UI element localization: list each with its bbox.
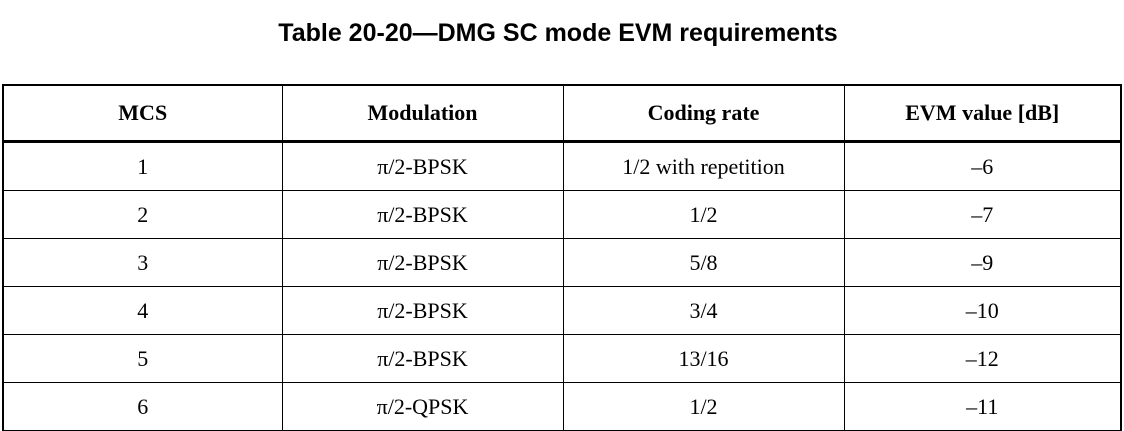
cell-modulation: π/2-BPSK: [281, 190, 564, 239]
table-row: 5 π/2-BPSK 13/16 –12: [2, 334, 1122, 383]
cell-modulation: π/2-BPSK: [281, 238, 564, 287]
cell-coding-rate: 1/2 with repetition: [562, 141, 845, 191]
cell-mcs: 3: [2, 238, 283, 287]
cell-modulation: π/2-BPSK: [281, 334, 564, 383]
cell-coding-rate: 5/8: [562, 238, 845, 287]
cell-coding-rate: 1/2: [562, 190, 845, 239]
header-coding-rate: Coding rate: [562, 84, 845, 143]
header-evm-value: EVM value [dB]: [843, 84, 1122, 143]
table-row: 1 π/2-BPSK 1/2 with repetition –6: [2, 141, 1122, 191]
cell-evm-value: –9: [843, 238, 1122, 287]
cell-evm-value: –11: [843, 382, 1122, 431]
table-row: 4 π/2-BPSK 3/4 –10: [2, 286, 1122, 335]
cell-modulation: π/2-QPSK: [281, 382, 564, 431]
cell-mcs: 4: [2, 286, 283, 335]
cell-evm-value: –6: [843, 141, 1122, 191]
cell-modulation: π/2-BPSK: [281, 141, 564, 191]
table-row: 2 π/2-BPSK 1/2 –7: [2, 190, 1122, 239]
cell-modulation: π/2-BPSK: [281, 286, 564, 335]
cell-coding-rate: 1/2: [562, 382, 845, 431]
cell-mcs: 6: [2, 382, 283, 431]
header-modulation: Modulation: [281, 84, 564, 143]
cell-coding-rate: 3/4: [562, 286, 845, 335]
cell-coding-rate: 13/16: [562, 334, 845, 383]
header-mcs: MCS: [2, 84, 283, 143]
table-row: 3 π/2-BPSK 5/8 –9: [2, 238, 1122, 287]
cell-evm-value: –10: [843, 286, 1122, 335]
table-caption: Table 20-20—DMG SC mode EVM requirements: [278, 19, 838, 47]
table-header-row: MCS Modulation Coding rate EVM value [dB…: [2, 84, 1122, 143]
cell-mcs: 1: [2, 141, 283, 191]
cell-mcs: 2: [2, 190, 283, 239]
cell-evm-value: –7: [843, 190, 1122, 239]
table-row: 6 π/2-QPSK 1/2 –11: [2, 382, 1122, 431]
evm-requirements-table: MCS Modulation Coding rate EVM value [dB…: [2, 84, 1122, 431]
cell-mcs: 5: [2, 334, 283, 383]
cell-evm-value: –12: [843, 334, 1122, 383]
